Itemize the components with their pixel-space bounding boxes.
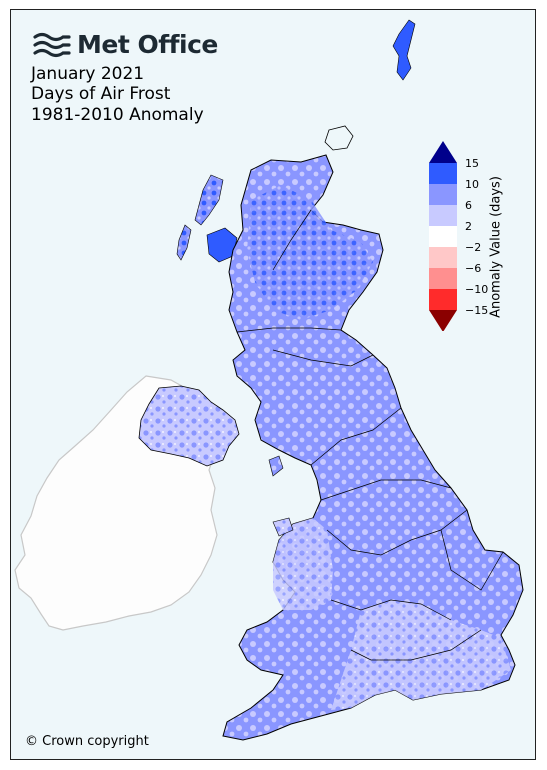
- legend-band: [429, 184, 457, 205]
- northern-ireland: [138, 385, 240, 467]
- outer-hebrides: [194, 174, 224, 226]
- legend-band: [429, 289, 457, 310]
- title-variable: Days of Air Frost: [31, 84, 171, 104]
- title-month: January 2021: [31, 64, 145, 84]
- western-isles-south: [176, 224, 192, 261]
- legend-band: [429, 226, 457, 247]
- scottish-highlands-darker: [247, 185, 373, 320]
- isle-of-man: [268, 455, 284, 477]
- anglesey: [272, 517, 294, 537]
- legend-tick: −10: [465, 283, 489, 296]
- legend-tick: −15: [465, 304, 489, 317]
- legend-band: [429, 205, 457, 226]
- legend-band: [429, 163, 457, 184]
- legend-tick: 15: [465, 157, 479, 170]
- colour-bar: [429, 141, 457, 331]
- legend-band: [429, 141, 457, 163]
- legend-tick: 10: [465, 178, 479, 191]
- legend-tick: −2: [465, 241, 482, 254]
- southern-england-lighter: [331, 600, 511, 710]
- legend-tick: −6: [465, 262, 482, 275]
- map-frame: Met Office January 2021 Days of Air Fros…: [10, 9, 536, 760]
- met-office-wave-icon: [33, 32, 71, 57]
- legend-label: Anomaly Value (days): [488, 176, 504, 318]
- orkney: [324, 125, 354, 151]
- legend-band: [429, 268, 457, 289]
- copyright-notice: © Crown copyright: [25, 734, 149, 749]
- title-baseline: 1981-2010 Anomaly: [31, 105, 204, 125]
- legend-band: [429, 247, 457, 268]
- legend-band: [429, 310, 457, 331]
- wales-lighter: [273, 518, 333, 610]
- legend-tick: 6: [465, 199, 472, 212]
- uk-anomaly-map: [14, 19, 524, 741]
- shetland: [392, 19, 416, 81]
- region-boundaries: [236, 209, 504, 661]
- brand-name: Met Office: [77, 30, 218, 59]
- legend-tick: 2: [465, 220, 472, 233]
- met-office-logo: Met Office: [33, 30, 218, 59]
